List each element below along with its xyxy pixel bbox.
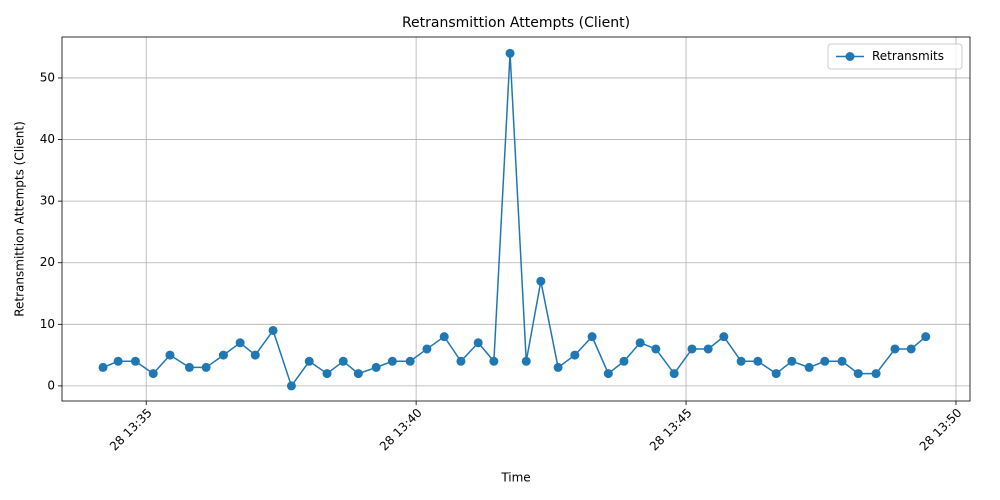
data-point [635,338,645,348]
y-tick-label: 20 [40,255,55,269]
data-point [890,344,900,354]
data-point [322,369,332,379]
legend-marker [845,52,855,61]
data-point [669,369,679,379]
data-point [651,344,661,354]
data-point [489,356,499,366]
y-tick-label: 30 [40,194,55,208]
data-point [371,362,381,372]
data-point [250,350,260,360]
data-point [148,369,158,379]
data-point [921,332,931,342]
data-point [405,356,415,366]
y-tick-label: 40 [40,132,55,146]
data-point [837,356,847,366]
data-point [218,350,228,360]
data-point [353,369,363,379]
data-point [719,332,729,342]
data-point [286,381,296,391]
data-point [536,276,546,286]
data-point [505,48,515,58]
data-point [304,356,314,366]
y-tick-label: 10 [40,317,55,331]
data-point [387,356,397,366]
data-point [820,356,830,366]
plot-frame [61,36,971,402]
data-point [553,362,563,372]
data-point [736,356,746,366]
y-tick-label: 50 [40,70,55,84]
chart-title: Retransmittion Attempts (Client) [402,15,630,31]
data-point [268,325,278,335]
data-point [439,332,449,342]
data-point [338,356,348,366]
y-axis-label: Retransmittion Attempts (Client) [13,121,27,317]
x-axis-label: Time [500,471,530,485]
legend-label: Retransmits [872,49,944,63]
data-point [804,362,814,372]
data-point [184,362,194,372]
data-point [587,332,597,342]
data-point [787,356,797,366]
data-point [853,369,863,379]
data-point [703,344,713,354]
data-point [456,356,466,366]
data-point [113,356,123,366]
data-point [473,338,483,348]
data-point [771,369,781,379]
x-tick-label: 28 13:35 [107,406,155,454]
data-point [570,350,580,360]
data-point [687,344,697,354]
y-tick-label: 0 [47,378,55,392]
data-point [422,344,432,354]
data-point [165,350,175,360]
data-point [201,362,211,372]
data-point [235,338,245,348]
x-tick-label: 28 13:45 [647,406,695,454]
data-point [130,356,140,366]
data-point [603,369,613,379]
data-point [619,356,629,366]
data-point [906,344,916,354]
data-point [871,369,881,379]
x-tick-label: 28 13:40 [377,406,425,454]
data-point [753,356,763,366]
data-point [98,362,108,372]
x-tick-label: 28 13:50 [917,406,965,454]
data-point [521,356,531,366]
legend-box [827,43,963,70]
data-line [102,53,927,388]
